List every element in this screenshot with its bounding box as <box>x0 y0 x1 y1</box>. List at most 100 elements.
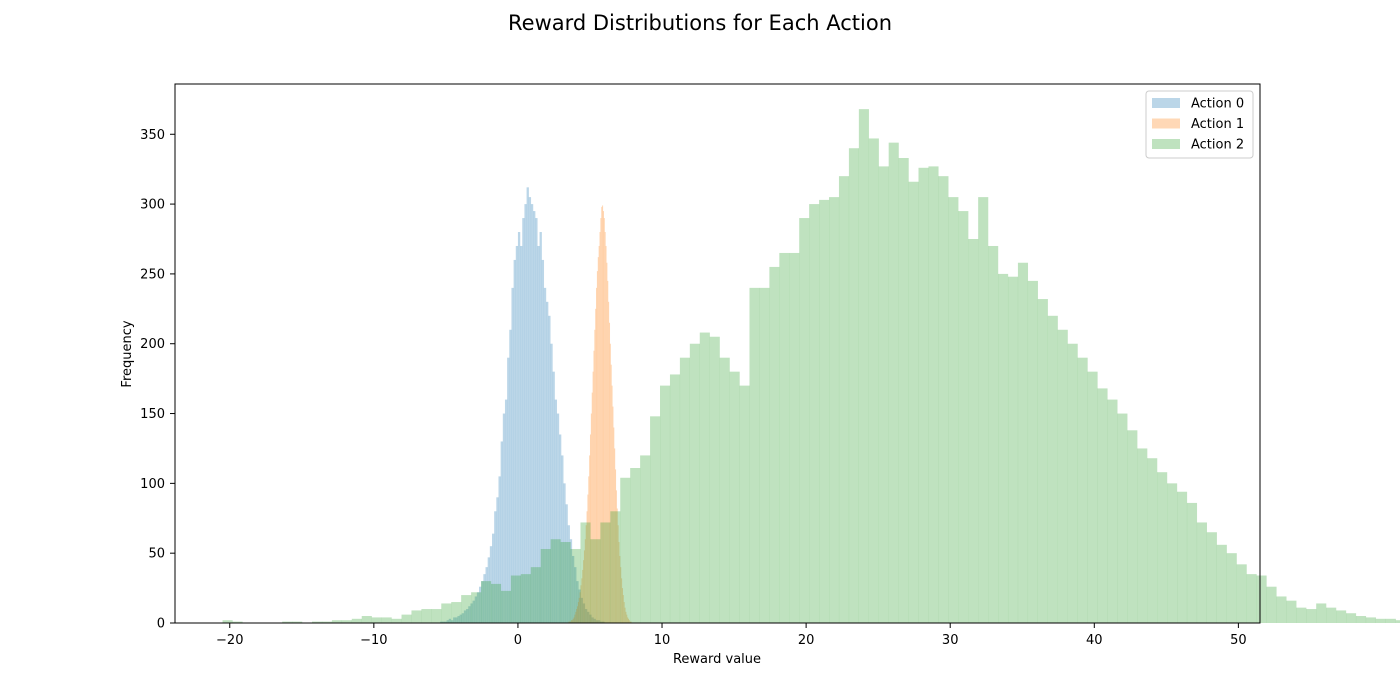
histogram-bar <box>292 621 303 623</box>
histogram-bar <box>1276 596 1287 623</box>
histogram-bar <box>615 469 617 623</box>
histogram-bar <box>446 620 449 623</box>
histogram-bar <box>596 287 598 623</box>
histogram-bar <box>535 218 538 623</box>
histogram-bar <box>739 385 750 623</box>
histogram-bar <box>489 546 493 623</box>
histogram-bar <box>888 142 899 623</box>
histogram-bar <box>988 245 999 623</box>
x-tick-label: 40 <box>1086 633 1103 648</box>
histogram-bar <box>848 148 860 623</box>
histogram-bar <box>759 287 770 623</box>
histogram-bar <box>1326 607 1337 623</box>
histogram-bar <box>1266 586 1277 623</box>
histogram-bar <box>789 252 800 624</box>
histogram-bar <box>1157 472 1168 623</box>
histogram-bar <box>597 620 601 623</box>
legend: Action 0 Action 1 Action 2 <box>1145 90 1254 159</box>
histogram-bar <box>628 620 630 623</box>
histogram-bar <box>593 618 596 623</box>
histogram-bar <box>575 611 577 623</box>
histogram-bar <box>541 259 545 623</box>
histogram-bar <box>568 621 570 623</box>
histogram-bar <box>539 232 542 623</box>
histogram-bar <box>496 497 499 623</box>
histogram-bar <box>510 575 521 623</box>
y-axis-label: Frequency <box>120 320 135 387</box>
x-tick-label: −20 <box>216 633 243 648</box>
histogram-bar <box>461 613 465 623</box>
histogram-bar <box>361 616 372 623</box>
histogram-bar <box>928 166 939 623</box>
histogram-bar <box>571 555 575 623</box>
histogram-bar <box>513 259 516 623</box>
histogram-bar <box>617 525 619 623</box>
histogram-bar <box>530 204 534 624</box>
histogram-bar <box>1246 574 1257 623</box>
histogram-bar <box>282 621 293 623</box>
histogram-bar <box>500 441 503 623</box>
histogram-bar <box>1395 620 1400 623</box>
histogram-bar <box>481 581 492 623</box>
histogram-bar <box>401 614 412 623</box>
histogram-bar <box>331 620 343 623</box>
histogram-bar <box>522 218 525 623</box>
histogram-bar <box>600 621 603 623</box>
histogram-bar <box>520 245 523 623</box>
histogram-bar <box>779 252 790 624</box>
histogram-bar <box>450 620 454 623</box>
histogram-bar <box>579 592 581 623</box>
histogram-bar <box>498 476 501 623</box>
y-tick-label: 350 <box>140 128 165 143</box>
histogram-bar <box>1256 575 1267 623</box>
histogram-bar <box>607 280 609 623</box>
histogram-bar <box>679 357 690 623</box>
histogram-bar <box>629 621 631 623</box>
histogram-bar <box>474 596 478 623</box>
histogram-bar <box>476 592 480 623</box>
histogram-bar <box>511 287 514 623</box>
histogram-bar <box>533 211 536 623</box>
histogram-bar <box>571 620 573 623</box>
histogram-bar <box>504 399 508 623</box>
x-axis: −20 −10 0 10 20 30 40 50 <box>216 623 1247 648</box>
histogram-bar <box>619 555 621 623</box>
histogram-bar <box>615 490 617 623</box>
histogram-bar <box>448 618 452 623</box>
histogram-bar <box>699 332 710 623</box>
histogram-bar <box>457 616 460 623</box>
y-tick-label: 0 <box>157 617 165 632</box>
chart-title: Reward Distributions for Each Action <box>508 11 892 35</box>
histogram-bar <box>471 592 482 623</box>
histogram-bar <box>576 609 578 623</box>
histogram-bar <box>586 511 588 623</box>
histogram-bar <box>459 614 462 623</box>
histogram-bar <box>543 287 547 623</box>
histogram-bar <box>584 539 586 623</box>
histogram-bar <box>502 413 506 623</box>
histogram-bar <box>321 621 333 623</box>
histogram-bar <box>602 211 604 623</box>
histogram-bar <box>441 603 452 623</box>
histogram-bar <box>618 542 620 623</box>
histogram-bar <box>485 567 488 623</box>
histogram-bar <box>595 308 597 623</box>
histogram-bar <box>556 413 560 623</box>
y-tick-label: 200 <box>140 337 165 352</box>
histogram-bar <box>878 166 889 623</box>
histogram-bar <box>640 455 651 623</box>
histogram-bar <box>468 606 471 623</box>
histogram-bar <box>918 167 929 623</box>
histogram-bar <box>494 511 497 623</box>
histogram-bar <box>1007 276 1019 623</box>
histogram-bar <box>799 218 810 623</box>
histogram-bar <box>1077 357 1088 623</box>
histogram-bar <box>1147 458 1158 623</box>
histogram-bar <box>472 600 475 623</box>
histogram-bar <box>528 197 532 624</box>
histogram-bar <box>1137 448 1148 623</box>
histogram-bar <box>602 621 605 623</box>
histogram-bar <box>479 586 482 623</box>
histogram-bar <box>487 557 490 623</box>
histogram-bar <box>660 385 671 623</box>
